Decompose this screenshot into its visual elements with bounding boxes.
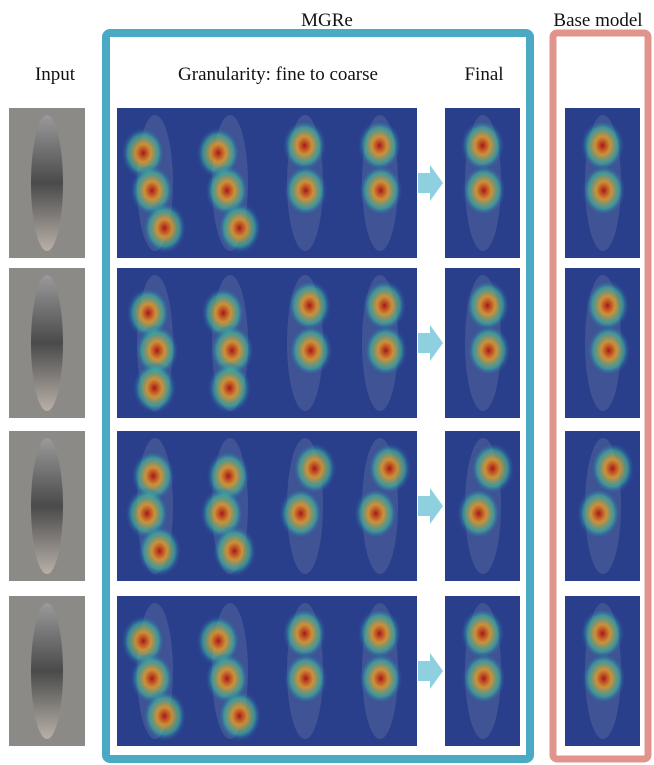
- heat-blob: [471, 443, 515, 495]
- arrow: [418, 488, 443, 524]
- group-title: MGRe: [301, 10, 353, 31]
- heat-blob: [208, 362, 252, 414]
- heat-blob: [591, 443, 635, 495]
- column-label: Input: [35, 64, 76, 85]
- heat-blob: [457, 488, 501, 540]
- heat-blob: [462, 653, 506, 705]
- heat-blob: [581, 120, 625, 172]
- heat-blob: [358, 120, 402, 172]
- heat-blob: [284, 653, 328, 705]
- heat-blob: [363, 280, 407, 332]
- heat-blob: [133, 362, 177, 414]
- heat-blob: [581, 608, 625, 660]
- figure: MGRe Base model Input Granularity: fine …: [0, 0, 654, 765]
- column-label: Final: [464, 64, 503, 85]
- heat-blob: [293, 443, 337, 495]
- heat-blob: [582, 653, 626, 705]
- person: [31, 603, 63, 739]
- person: [31, 438, 63, 574]
- heat-blob: [466, 280, 510, 332]
- heat-blob: [143, 690, 187, 742]
- heat-blob: [284, 165, 328, 217]
- heat-blob: [279, 488, 323, 540]
- heat-blob: [364, 325, 408, 377]
- heat-blob: [461, 608, 505, 660]
- arrow: [418, 653, 443, 689]
- heat-blob: [577, 488, 621, 540]
- heat-blob: [368, 443, 412, 495]
- heat-blob: [461, 120, 505, 172]
- heat-blob: [587, 325, 631, 377]
- arrow: [418, 165, 443, 201]
- heat-blob: [354, 488, 398, 540]
- heat-blob: [283, 120, 327, 172]
- heat-blob: [586, 280, 630, 332]
- side-title: Base model: [553, 10, 642, 31]
- heat-blob: [288, 280, 332, 332]
- heat-blob: [218, 690, 262, 742]
- heat-blob: [143, 202, 187, 254]
- heat-blob: [283, 608, 327, 660]
- heat-blob: [582, 165, 626, 217]
- heat-blob: [289, 325, 333, 377]
- heat-blob: [358, 608, 402, 660]
- heat-blob: [138, 525, 182, 577]
- heat-blob: [462, 165, 506, 217]
- heat-blob: [213, 525, 257, 577]
- person: [31, 275, 63, 411]
- person: [31, 115, 63, 251]
- arrow: [418, 325, 443, 361]
- heat-blob: [218, 202, 262, 254]
- heat-blob: [467, 325, 511, 377]
- column-label: Granularity: fine to coarse: [178, 64, 378, 85]
- heat-blob: [359, 165, 403, 217]
- heat-blob: [359, 653, 403, 705]
